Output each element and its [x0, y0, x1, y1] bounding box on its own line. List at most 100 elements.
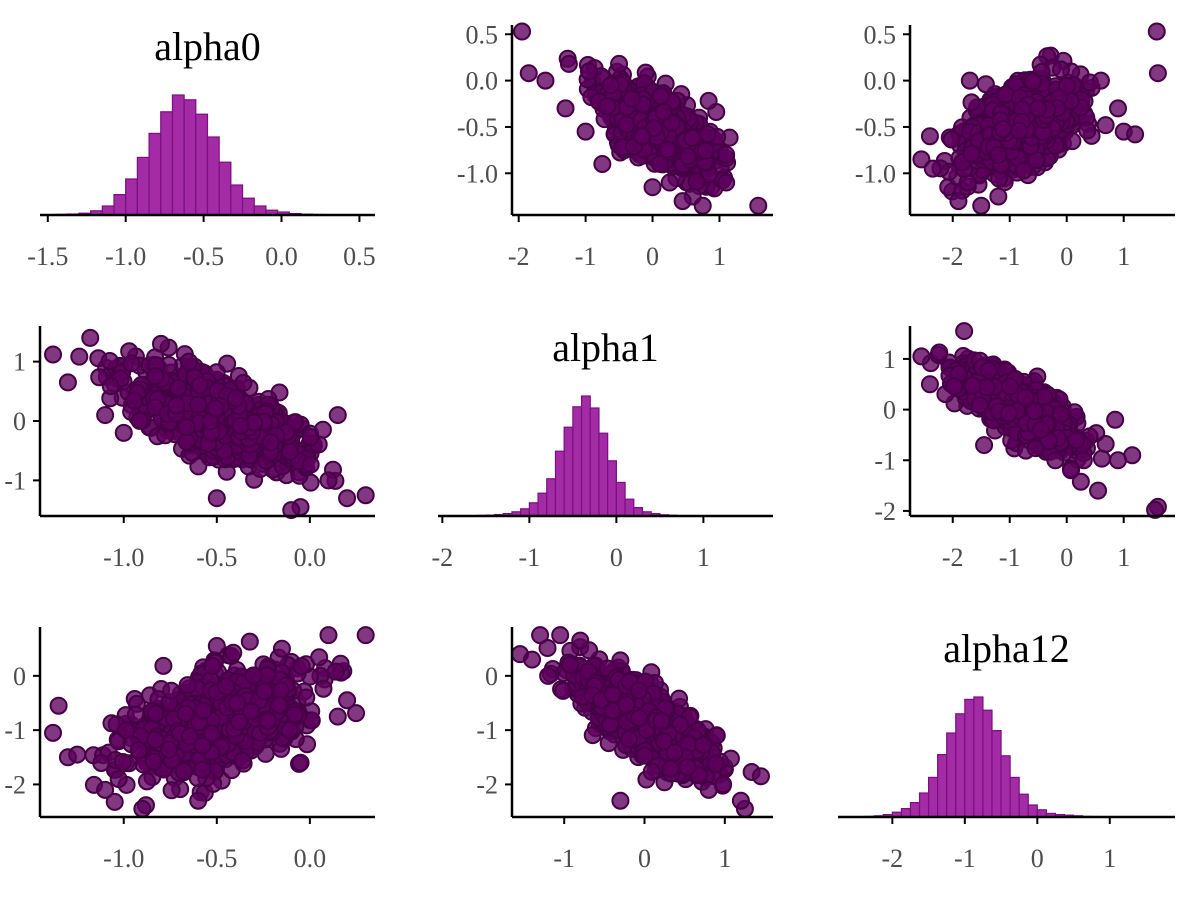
scatter-point: [1106, 410, 1125, 429]
scatter-point: [1032, 421, 1051, 440]
scatter-point: [226, 389, 245, 408]
histogram-bar: [113, 194, 127, 216]
scatter-point: [963, 376, 982, 395]
scatter-point: [717, 173, 736, 192]
scatter-point: [1109, 99, 1128, 118]
scatter-point: [189, 457, 208, 476]
scatter-point: [319, 471, 338, 490]
histogram-bar: [537, 492, 548, 517]
x-tick-label: 1: [697, 543, 710, 572]
scatter-point: [301, 455, 320, 474]
x-tick-label: 0.5: [343, 242, 376, 271]
scatter-point: [114, 423, 133, 442]
x-tick-label: -1: [999, 543, 1021, 572]
scatter-point: [650, 154, 669, 173]
scatter-point: [44, 345, 63, 364]
histogram-bar: [1009, 776, 1020, 818]
scatter-point: [261, 433, 280, 452]
histogram-bar: [991, 729, 1002, 818]
scatter-point: [912, 347, 931, 366]
scatter-point: [930, 343, 949, 362]
scatter-point: [699, 91, 718, 110]
scatter-point: [1091, 71, 1110, 90]
scatter-point: [960, 71, 979, 90]
scatter-point: [282, 501, 301, 520]
histogram-bar: [624, 498, 635, 517]
scatter-point: [698, 124, 717, 143]
scatter-point: [81, 328, 100, 347]
histogram-bar: [964, 698, 975, 818]
scatter-point: [338, 489, 357, 508]
histogram-bar: [607, 460, 617, 517]
y-tick-label: 0.0: [864, 67, 897, 96]
x-tick-label: -2: [508, 242, 530, 271]
scatter-point: [162, 781, 181, 800]
histogram-title: alpha12: [943, 626, 1070, 671]
y-tick-label: -1: [874, 446, 896, 475]
x-tick-label: -1.0: [103, 543, 144, 572]
scatter-points: [44, 626, 375, 818]
scatter-point: [598, 97, 617, 116]
scatter-point: [519, 64, 538, 83]
scatter-point: [207, 489, 226, 508]
scatter-point: [717, 145, 736, 164]
scatter-point: [314, 679, 333, 698]
histogram-bar: [918, 792, 930, 818]
histogram-bar: [230, 184, 244, 216]
scatter-point: [976, 75, 995, 94]
scatter-point: [313, 420, 332, 439]
scatter-point: [1109, 451, 1128, 470]
x-tick-label: -1: [575, 242, 597, 271]
scatter-points: [912, 322, 1167, 519]
x-tick-label: -2: [432, 543, 454, 572]
scatter-point: [100, 351, 119, 370]
scatter-points: [513, 22, 768, 215]
histogram-panel-alpha12: alpha12-2 -1 0 1: [838, 626, 1175, 873]
y-tick-label: -1.0: [855, 159, 896, 188]
scatter-point: [1146, 500, 1165, 519]
y-tick-label: -1.0: [457, 159, 498, 188]
scatter-point: [972, 196, 991, 215]
scatter-point: [356, 486, 375, 505]
histogram-bar: [241, 197, 255, 216]
scatter-point: [1074, 451, 1093, 470]
scatter-point: [1062, 461, 1081, 480]
scatter-points: [44, 328, 375, 520]
x-tick-label: 1: [1103, 844, 1116, 873]
scatter-point: [231, 416, 250, 435]
scatter-point: [962, 93, 981, 112]
scatter-point: [1147, 22, 1166, 41]
scatter-point: [683, 129, 702, 148]
histogram-bar: [946, 732, 957, 818]
x-tick-label: -0.5: [196, 543, 237, 572]
scatter-point: [179, 352, 198, 371]
scatter-point: [673, 192, 692, 211]
scatter-point: [645, 119, 664, 138]
scatter-point: [945, 377, 964, 396]
scatter-point: [622, 89, 641, 108]
scatter-point: [347, 704, 366, 723]
scatter-point: [167, 396, 186, 415]
scatter-point: [962, 144, 981, 163]
histogram-bar: [183, 99, 197, 216]
scatter-point: [1096, 435, 1115, 454]
scatter-point: [1046, 451, 1065, 470]
scatter-panel-alpha12-vs-alpha0: -2 -1 0 10.50.0-0.5-1.0: [855, 20, 1175, 271]
scatter-point: [1067, 430, 1086, 449]
scatter-point: [58, 373, 77, 392]
histogram-bar: [580, 395, 591, 517]
histogram-bar: [563, 426, 574, 517]
scatter-point: [1001, 377, 1020, 396]
histogram-bar: [528, 502, 539, 517]
scatter-point: [989, 187, 1008, 206]
scatter-point: [643, 178, 662, 197]
x-tick-label: 0.0: [294, 543, 327, 572]
scatter-point: [1016, 388, 1035, 407]
scatter-point: [130, 411, 149, 430]
scatter-point: [556, 99, 575, 118]
histogram-bar: [136, 156, 150, 216]
scatter-point: [177, 418, 196, 437]
x-tick-label: -2: [942, 543, 964, 572]
x-tick-label: 0: [1031, 844, 1044, 873]
